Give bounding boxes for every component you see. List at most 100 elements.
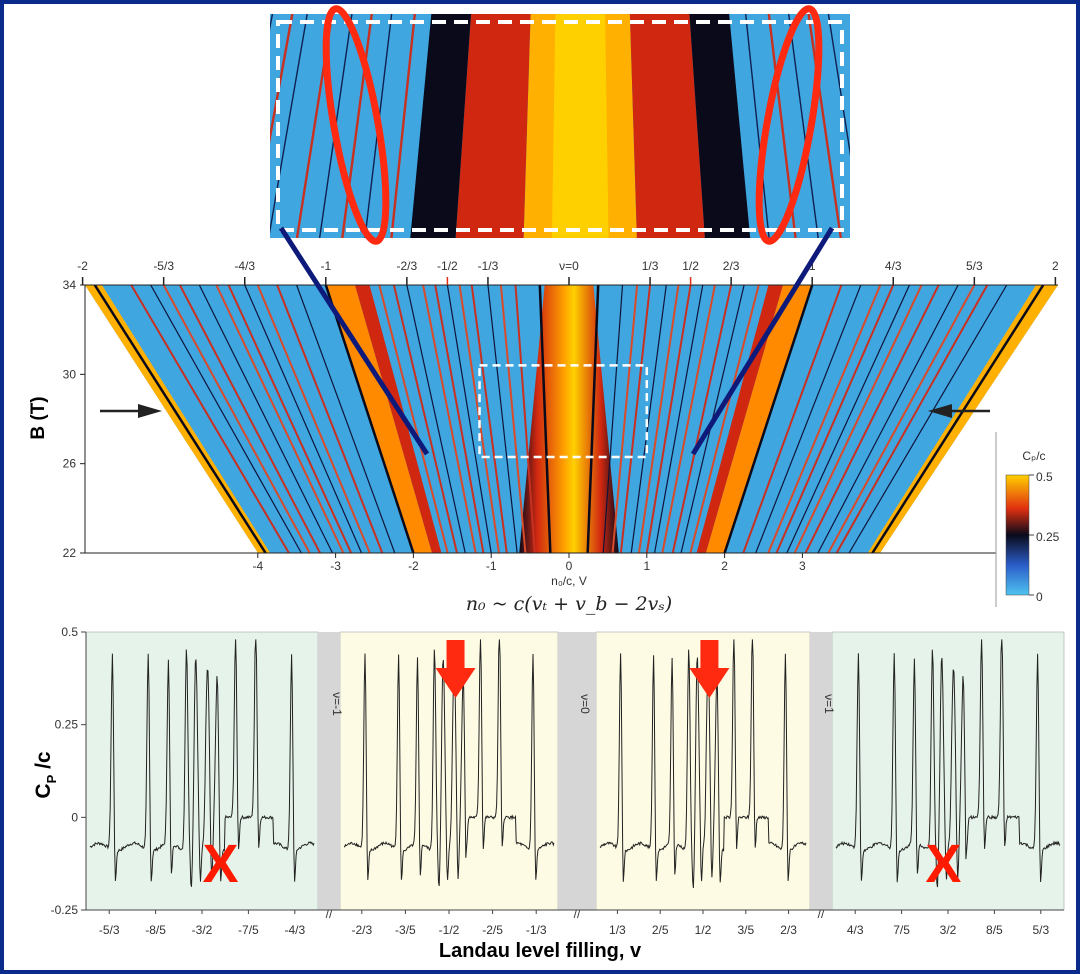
stripe-dark [586,285,600,553]
line-plot-x-tick-label: 5/3 [1032,923,1049,937]
left-highlight-ellipse [322,5,390,245]
colorbar-tick-label: 0.5 [1036,470,1053,484]
stripe-line [638,285,680,553]
stripe-line [653,285,704,553]
inset-stripe-line [888,14,931,238]
inset-stripe-line [827,14,850,157]
inset-stripe-line [104,14,163,238]
stripe-line [793,285,923,553]
band [696,285,784,553]
heatmap-y-label: B (T) [28,396,49,439]
stripe-line [130,285,290,553]
stripe-line [244,285,363,553]
inset-center-core [551,14,609,238]
heatmap-x-label: n₀/c, V [551,574,587,588]
line-plot-x-tick-label: 8/5 [986,923,1003,937]
line-plot-x-tick-label: -1/2 [439,923,460,937]
heatmap-top-tick-label: 4/3 [885,259,902,273]
stripe-line [630,285,667,553]
stripe-line [392,285,458,553]
inset-stripe-line [868,14,909,238]
colorbar: Cₚ/c 0.5 0.25 0 [995,432,1072,607]
inset-stripe-line [997,14,1056,238]
heatmap-x-tick-label: -2 [408,559,419,573]
band [354,285,442,553]
stripe-line [215,285,345,553]
inset-stripe-line [853,14,892,238]
inset-stripe-line [390,14,416,238]
heatmap-top-tick-label: -4/3 [234,259,255,273]
line-plot-gap [318,632,340,910]
inset-stripe-line [744,14,770,238]
heatmap-x-tick-label: 1 [643,559,650,573]
red-arrow-shaft [700,640,719,670]
line-plot-x-tick-label: 3/5 [737,923,754,937]
inset-dashed-border [276,20,844,232]
inset-plot [59,14,1056,238]
stripe-line [227,285,353,553]
line-plot-x-tick-label: 1/3 [609,923,626,937]
heatmap-x-tick-label: -1 [486,559,497,573]
line-plot-y-tick-label: -0.25 [51,903,79,917]
line-plot: ν=-1 // ν=0 // ν=1 // 0.5 0.25 0 -0.25 -5/3 -8/5 -3… [32,625,1065,962]
line-plot-y-label-sub: P [44,774,59,783]
heatmap-x-tick-label: -4 [252,559,263,573]
colorbar-ticks: 0.5 0.25 0 [1029,470,1060,604]
heatmap-top-tick-label: -5/3 [153,259,174,273]
axis-break-mark: // [574,907,581,921]
heatmap-y-tick-label: 34 [63,278,77,292]
inset-stripes [59,14,1056,238]
inset-stripe-line [788,14,819,238]
line-plot-panel [831,631,1065,911]
heatmap-top-tick-label: -1/3 [478,259,499,273]
band-nu-minus-1 [325,285,433,553]
heatmap-top-tick-label: ν=0 [559,259,579,273]
stripe-line [755,285,862,553]
heatmap-top-tick-label: 1/2 [682,259,699,273]
line-plot-curves [89,639,1061,889]
stripe-dark [871,285,1045,553]
inset-stripe-line [270,14,274,31]
line-plot-x-tick-label: 7/5 [893,923,910,937]
line-plot-gap [558,632,596,910]
stripe-line [487,285,518,553]
stripe-line [499,285,527,553]
inset-band [410,14,472,238]
colorbar-gradient [1005,474,1030,596]
heatmap-y-tick-label: 26 [63,457,77,471]
stripe-line [406,285,466,553]
inset-stripe-line [270,14,308,235]
axis-break-mark: // [818,907,825,921]
inset-band [59,14,153,238]
heatmap-top-tick-label: 2 [1052,259,1059,273]
stripe-line [434,285,485,553]
stripe-line [786,285,911,553]
heatmap-plot [85,285,1058,553]
inset-stripe-line [977,14,1033,238]
inset-stripe-line [172,14,223,238]
left-black-arrow [100,404,162,418]
heatmap-x-tick-label: 3 [799,559,806,573]
line-plot-x-tick-label: -7/5 [238,923,259,937]
stripe-line [150,285,302,553]
inset-stripe-line [911,14,958,238]
gap-label: ν=1 [822,694,836,714]
line-plot-y-tick-label: 0.5 [61,625,78,639]
stripe-line [276,285,384,553]
stripe-line [827,285,976,553]
heatmap-y-tick-label: 22 [63,546,77,560]
right-highlight-ellipse [755,5,823,245]
stripe-line [742,285,843,553]
stripe-line [514,285,536,553]
line-plot-x-tick-label: -8/5 [145,923,166,937]
line-plot-y-label-main: C [32,783,55,798]
heatmap-x-tick-label: -3 [330,559,341,573]
line-plot-y-tick-label: 0.25 [55,718,79,732]
line-plot-y-label: CP /c [32,751,59,799]
band-nu-0 [519,285,619,553]
zoom-connector-right [690,226,835,456]
